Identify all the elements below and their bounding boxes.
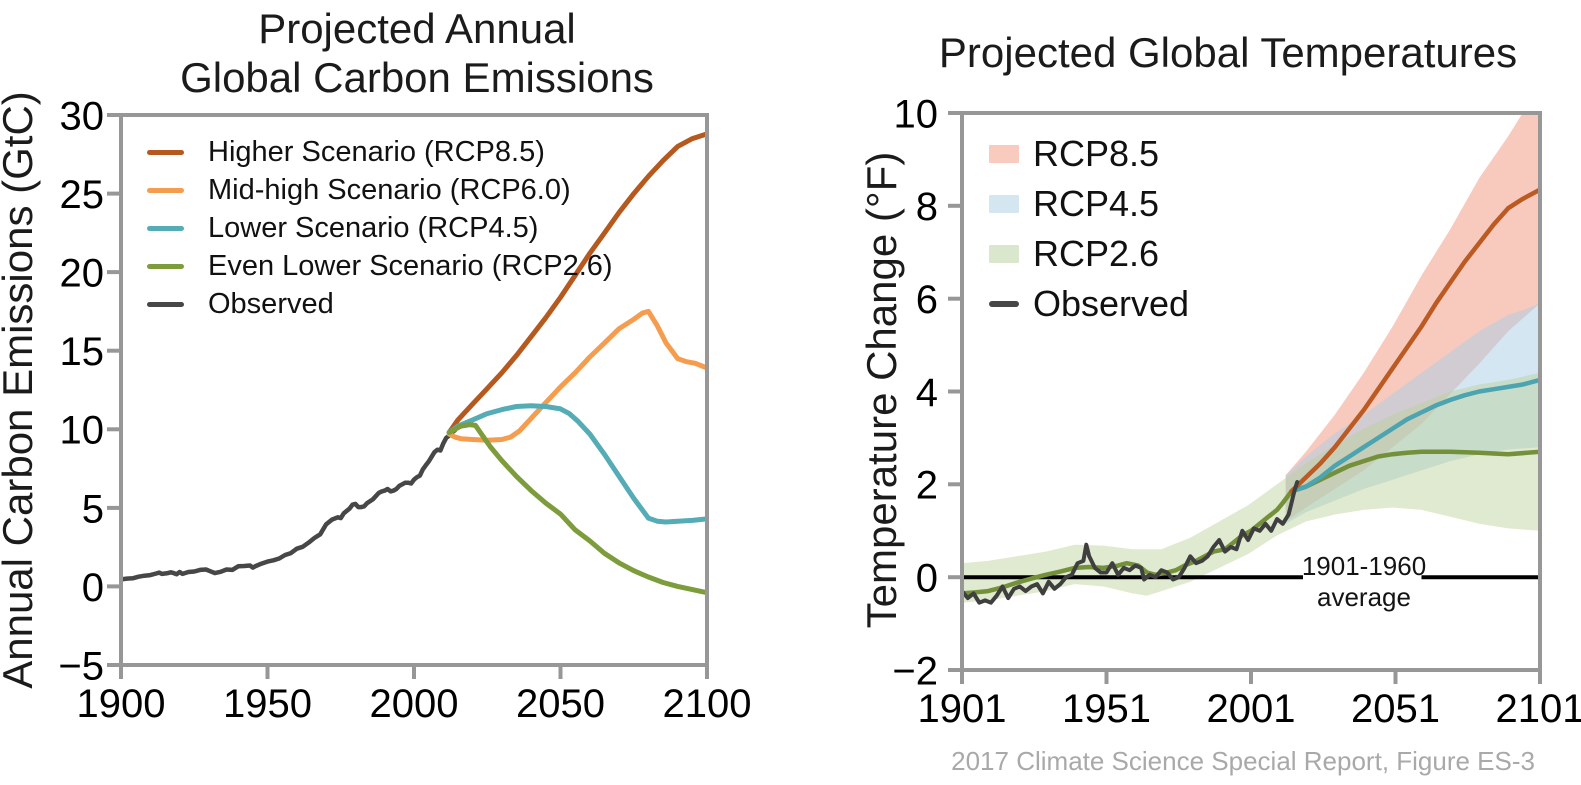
x-tick-label: 1900 [77, 682, 166, 726]
series-higher-scenario-rcp8.5--line [446, 131, 707, 435]
y-axis: 30 25 20 15 10 5 0 −5 [58, 94, 121, 688]
legend-item-mid-high-scenario-rcp6.0-: Mid-high Scenario (RCP6.0) [147, 171, 613, 209]
x-tick-label: 1951 [1062, 687, 1151, 731]
baseline-annotation-line1: 1901-1960 [1301, 551, 1427, 581]
legend-swatch-icon [147, 225, 184, 231]
series-rcp8.5-mean--line [1289, 187, 1540, 494]
series-observed-line [121, 427, 458, 582]
legend-swatch-icon [147, 263, 184, 269]
legend-item-lower-scenario-rcp4.5-: Lower Scenario (RCP4.5) [147, 209, 613, 247]
legend-item-rcp4.5: RCP4.5 [989, 179, 1189, 229]
y-tick-label: 30 [60, 94, 105, 138]
legend-item-observed: Observed [989, 279, 1189, 329]
emissions-legend: Higher Scenario (RCP8.5) Mid-high Scenari… [147, 133, 613, 323]
y-tick-label: 0 [82, 566, 104, 610]
y-tick-label: 20 [60, 252, 105, 296]
x-tick-label: 2000 [370, 682, 459, 726]
legend-swatch-icon [147, 301, 184, 307]
legend-label: Mid-high Scenario (RCP6.0) [208, 173, 571, 206]
y-tick-label: 6 [916, 278, 938, 322]
x-tick-label: 2001 [1207, 687, 1296, 731]
legend-swatch-icon [989, 195, 1019, 213]
baseline-annotation: 1901-1960 average [1269, 551, 1459, 613]
legend-swatch-icon [989, 245, 1019, 263]
emissions-y-axis-label: Annual Carbon Emissions (GtC) [0, 91, 41, 689]
x-tick-label: 2101 [1496, 687, 1581, 731]
legend-label: Even Lower Scenario (RCP2.6) [208, 249, 613, 282]
legend-swatch-icon [147, 149, 184, 155]
temperatures-chart-title: Projected Global Temperatures [939, 28, 1517, 77]
legend-label: RCP8.5 [1033, 133, 1160, 174]
x-tick-label: 1950 [223, 682, 312, 726]
legend-label: Lower Scenario (RCP4.5) [208, 211, 539, 244]
series-even-lower-scenario-rcp2.6--line [446, 422, 707, 596]
series-rcp2.6-mean--line [962, 449, 1540, 596]
y-tick-label: 25 [60, 173, 105, 217]
band-rcp2.6-range [962, 372, 1540, 603]
legend-item-higher-scenario-rcp8.5-: Higher Scenario (RCP8.5) [147, 133, 613, 171]
emissions-title-line1: Projected Annual [258, 5, 576, 52]
temperatures-title-line1: Projected Global Temperatures [938, 29, 1518, 76]
legend-item-rcp8.5: RCP8.5 [989, 129, 1189, 179]
series-observed-line [962, 480, 1300, 605]
x-tick-label: 2051 [1351, 687, 1440, 731]
x-axis: 1901 1951 2001 2051 2101 [918, 670, 1581, 731]
x-tick-label: 1901 [918, 687, 1007, 731]
band-rcp4.5-range [1285, 303, 1540, 524]
y-tick-label: −2 [892, 649, 938, 693]
series-lower-scenario-rcp4.5--line [446, 403, 707, 525]
series-rcp4.5-mean--line [1289, 377, 1540, 494]
legend-item-rcp2.6: RCP2.6 [989, 229, 1189, 279]
legend-label: RCP2.6 [1033, 233, 1160, 274]
y-tick-label: 4 [916, 371, 938, 415]
band-rcp8.5-range [1285, 113, 1540, 522]
legend-label: RCP4.5 [1033, 183, 1160, 224]
legend-item-observed: Observed [147, 285, 613, 323]
x-tick-label: 2100 [663, 682, 752, 726]
figure-caption: 2017 Climate Science Special Report, Fig… [951, 746, 1535, 776]
y-tick-label: 8 [916, 185, 938, 229]
emissions-title-line2: Global Carbon Emissions [180, 54, 654, 101]
y-tick-label: 2 [916, 464, 938, 508]
y-tick-label: −5 [58, 644, 104, 688]
emissions-chart-title: Projected Annual Global Carbon Emissions [180, 4, 654, 102]
x-tick-label: 2050 [516, 682, 605, 726]
x-axis: 1900 1950 2000 2050 2100 [77, 665, 752, 726]
y-axis: 10 8 6 4 2 0 −2 [892, 92, 962, 693]
temperatures-y-axis-label: Temperature Change (°F) [858, 151, 905, 629]
y-tick-label: 15 [60, 330, 105, 374]
y-tick-label: 10 [894, 92, 939, 136]
legend-item-even-lower-scenario-rcp2.6-: Even Lower Scenario (RCP2.6) [147, 247, 613, 285]
temperatures-legend: RCP8.5 RCP4.5 RCP2.6 Observed [989, 129, 1189, 329]
y-tick-label: 5 [82, 487, 104, 531]
legend-label: Observed [208, 287, 334, 320]
legend-swatch-icon [989, 301, 1019, 307]
legend-label: Observed [1033, 283, 1190, 324]
y-tick-label: 10 [60, 409, 105, 453]
baseline-annotation-line2: average [1317, 582, 1411, 612]
legend-swatch-icon [147, 187, 184, 193]
legend-label: Higher Scenario (RCP8.5) [208, 135, 545, 168]
legend-swatch-icon [989, 145, 1019, 163]
y-tick-label: 0 [916, 557, 938, 601]
